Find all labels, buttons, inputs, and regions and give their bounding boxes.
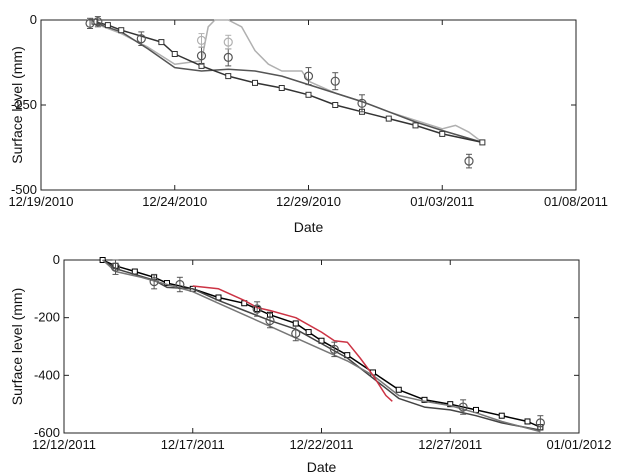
series-line — [102, 259, 541, 431]
x-tick-label: 12/24/2010 — [142, 194, 207, 209]
square-marker — [412, 122, 419, 129]
circle-marker — [223, 52, 233, 63]
x-axis-label: Date — [294, 219, 324, 235]
y-tick-label: -400 — [34, 367, 60, 382]
circle-marker — [196, 35, 207, 46]
square-marker — [104, 22, 111, 29]
series-line — [102, 259, 541, 433]
circle-marker — [110, 262, 121, 272]
circle-marker — [291, 328, 301, 339]
x-tick-label: 01/08/2011 — [544, 194, 608, 209]
circle-marker — [357, 98, 367, 108]
x-tick-label: 12/17/2011 — [161, 437, 225, 452]
square-marker — [524, 418, 531, 425]
series-line — [94, 19, 483, 143]
y-tick-label: -500 — [11, 182, 37, 197]
circle-marker — [329, 344, 339, 354]
circle-marker — [330, 76, 340, 86]
square-marker — [171, 51, 178, 57]
x-tick-label: 01/03/2011 — [410, 194, 474, 209]
square-marker — [498, 412, 505, 419]
y-tick-label: -250 — [11, 97, 37, 112]
square-marker — [225, 73, 232, 80]
circle-marker — [265, 315, 275, 326]
chart-bottom: 12/12/2011 12/17/2011 12/22/2011 12/27/2011… — [9, 252, 612, 475]
x-tick-label: 12/22/2011 — [289, 437, 353, 452]
circle-marker — [196, 51, 207, 61]
chart-top: 12/19/2010 12/24/2010 12/29/2010 01/03/2011… — [8, 12, 608, 235]
circle-marker — [458, 402, 468, 412]
circle-marker — [175, 279, 185, 290]
square-marker — [447, 401, 454, 408]
series-line — [94, 21, 483, 144]
square-marker — [305, 91, 312, 98]
series-line — [192, 285, 393, 402]
circle-marker — [223, 37, 233, 47]
square-marker — [292, 320, 299, 327]
x-tick-label: 01/01/2012 — [546, 437, 611, 452]
x-tick-label: 12/12/2011 — [32, 437, 96, 452]
square-marker — [158, 39, 165, 46]
y-axis-label: Surface level (mm) — [9, 46, 25, 163]
square-marker — [332, 102, 339, 108]
square-marker — [395, 386, 402, 393]
circle-marker — [535, 418, 545, 428]
square-marker — [385, 115, 392, 122]
square-marker — [439, 130, 446, 137]
circle-marker — [93, 17, 103, 27]
y-tick-label: -200 — [34, 310, 60, 325]
square-marker — [278, 85, 285, 91]
square-marker — [421, 396, 428, 403]
circle-marker — [136, 34, 146, 44]
x-tick-label: 12/29/2010 — [276, 194, 341, 209]
circle-marker — [303, 71, 314, 81]
circle-marker — [464, 156, 474, 166]
circle-marker — [252, 304, 262, 314]
circle-marker — [149, 277, 159, 287]
square-marker — [305, 329, 312, 336]
x-tick-label: 12/19/2010 — [8, 194, 73, 209]
plot-frame — [40, 19, 577, 191]
x-tick-label: 12/27/2011 — [418, 437, 482, 452]
y-tick-label: -600 — [34, 425, 60, 440]
y-axis-label: Surface level (mm) — [9, 288, 25, 405]
x-axis-label: Date — [307, 459, 337, 475]
square-marker — [118, 27, 125, 34]
square-marker — [252, 79, 258, 86]
y-tick-label: 0 — [30, 12, 37, 27]
plot-frame — [63, 259, 580, 434]
y-tick-label: 0 — [53, 252, 60, 267]
square-marker — [479, 139, 486, 146]
